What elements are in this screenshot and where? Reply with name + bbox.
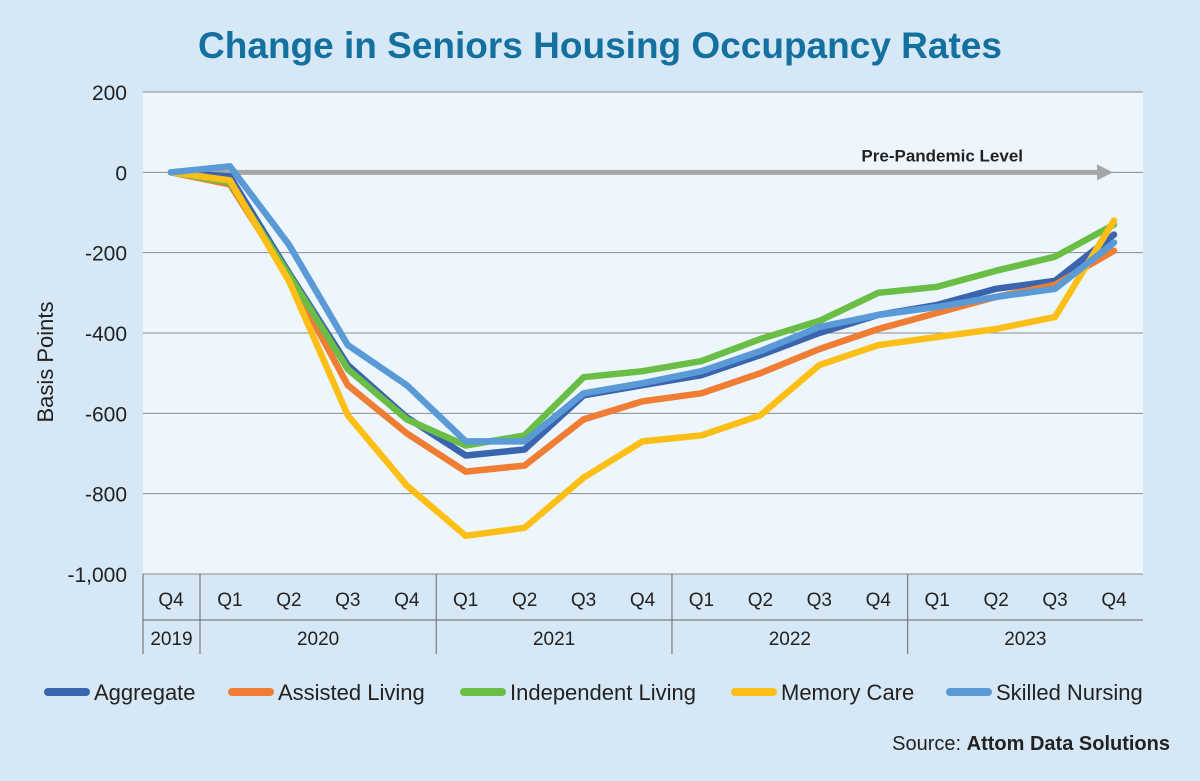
series-line-independent-living bbox=[167, 169, 1118, 449]
y-tick-label: 200 bbox=[92, 82, 127, 105]
series-lines bbox=[167, 163, 1118, 540]
series-line-assisted-living bbox=[167, 169, 1118, 475]
y-tick-label: -400 bbox=[85, 323, 127, 346]
x-tick-label: Q2 bbox=[748, 590, 773, 611]
x-tick-label: Q1 bbox=[453, 590, 478, 611]
series-line-skilled-nursing bbox=[167, 163, 1118, 445]
y-tick-label: -800 bbox=[85, 484, 127, 507]
x-tick-label: Q2 bbox=[276, 590, 301, 611]
legend-label: Assisted Living bbox=[278, 680, 425, 705]
x-tick-label: Q4 bbox=[866, 590, 892, 611]
source-name: Attom Data Solutions bbox=[967, 733, 1170, 755]
y-tick-label: -200 bbox=[85, 243, 127, 266]
x-tick-label: Q4 bbox=[1101, 590, 1127, 611]
legend-label: Aggregate bbox=[94, 680, 196, 705]
reference-arrow-head bbox=[1097, 164, 1113, 181]
x-year-label: 2023 bbox=[1004, 629, 1046, 650]
x-tick-label: Q3 bbox=[571, 590, 596, 611]
y-tick-label: -600 bbox=[85, 403, 127, 426]
legend-label: Skilled Nursing bbox=[996, 680, 1143, 705]
x-tick-label: Q4 bbox=[158, 590, 184, 611]
legend-label: Independent Living bbox=[510, 680, 696, 705]
x-tick-label: Q1 bbox=[689, 590, 714, 611]
y-tick-label: -1,000 bbox=[67, 564, 127, 587]
x-year-label: 2021 bbox=[533, 629, 575, 650]
legend-label: Memory Care bbox=[781, 680, 914, 705]
y-tick-label: 0 bbox=[115, 162, 127, 185]
reference-line: Pre-Pandemic Level bbox=[171, 146, 1113, 181]
x-tick-label: Q4 bbox=[394, 590, 420, 611]
x-year-label: 2019 bbox=[150, 629, 192, 650]
x-year-label: 2022 bbox=[769, 629, 811, 650]
source-prefix: Source: bbox=[892, 733, 966, 755]
legend: Aggregate Assisted Living Independent Livi… bbox=[44, 680, 1143, 705]
x-tick-label: Q1 bbox=[217, 590, 242, 611]
x-tick-label: Q3 bbox=[335, 590, 360, 611]
x-tick-label: Q2 bbox=[512, 590, 537, 611]
x-tick-label: Q4 bbox=[630, 590, 656, 611]
x-tick-label: Q3 bbox=[1042, 590, 1067, 611]
y-axis: 200 0 -200 -400 -600 -800 -1,000 bbox=[67, 82, 127, 587]
y-axis-label: Basis Points bbox=[33, 301, 58, 422]
x-axis: Q4 Q1 Q2 Q3 Q4 Q1 Q2 Q3 Q4 Q1 Q2 Q3 Q4 Q1 Q2 Q3 Q4 2019 20… bbox=[142, 574, 1143, 654]
x-tick-label: Q1 bbox=[925, 590, 950, 611]
series-line-memory-care bbox=[167, 169, 1118, 540]
reference-line-label: Pre-Pandemic Level bbox=[861, 146, 1023, 165]
chart-title: Change in Seniors Housing Occupancy Rate… bbox=[198, 25, 1002, 66]
x-tick-label: Q3 bbox=[807, 590, 832, 611]
x-year-label: 2020 bbox=[297, 629, 339, 650]
x-tick-label: Q2 bbox=[983, 590, 1008, 611]
source-note: Source: Attom Data Solutions bbox=[892, 733, 1170, 755]
